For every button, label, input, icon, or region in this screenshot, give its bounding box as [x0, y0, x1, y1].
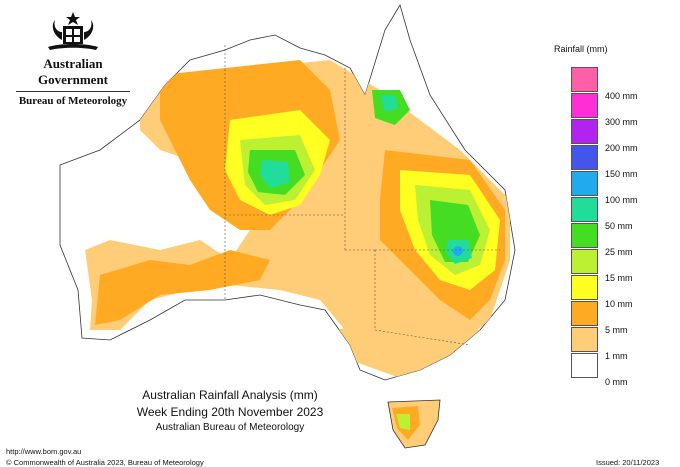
legend-label: 10 mm [605, 299, 633, 309]
legend-title: Rainfall (mm) [554, 44, 608, 54]
map-source: Australian Bureau of Meteorology [155, 422, 305, 433]
legend-label: 300 mm [605, 117, 638, 127]
header: Australian Government Bureau of Meteorol… [8, 10, 138, 107]
map-period: Week Ending 20th November 2023 [136, 405, 324, 419]
legend-label: 50 mm [605, 221, 633, 231]
legend-swatch [571, 249, 598, 274]
header-divider [16, 91, 130, 92]
map-title: Australian Rainfall Analysis (mm) [142, 388, 318, 402]
legend-label: 15 mm [605, 273, 633, 283]
legend-label: 0 mm [605, 377, 628, 387]
legend-swatch [571, 223, 598, 248]
coat-of-arms-icon [48, 12, 98, 50]
rain-zone-50mm-north [260, 160, 290, 188]
agency-name: Bureau of Meteorology [18, 95, 128, 107]
footer-copyright: © Commonwealth of Australia 2023, Bureau… [6, 458, 204, 467]
legend-swatch [571, 327, 598, 352]
legend-label: 400 mm [605, 91, 638, 101]
rainfall-shading [85, 60, 510, 378]
mainland [59, 4, 516, 381]
tasmania [387, 399, 441, 449]
legend-swatch [571, 93, 598, 118]
rain-zone-50mm-cape [380, 95, 398, 112]
legend-swatch [571, 353, 598, 378]
legend-label: 200 mm [605, 143, 638, 153]
legend-swatch [571, 301, 598, 326]
legend-label: 100 mm [605, 195, 638, 205]
legend-swatch [571, 275, 598, 300]
legend-swatch [571, 171, 598, 196]
legend-label: 150 mm [605, 169, 638, 179]
border-nsw-vic [374, 329, 471, 346]
legend-swatch [571, 67, 598, 92]
tasmania-rain-15mm [396, 414, 410, 430]
legend-label: 1 mm [605, 351, 628, 361]
legend-swatch [571, 145, 598, 170]
state-borders [224, 45, 500, 346]
legend-swatch [571, 119, 598, 144]
legend-label: 25 mm [605, 247, 633, 257]
footer-url[interactable]: http://www.bom.gov.au [6, 447, 82, 456]
footer-issued: Issued: 20/11/2023 [596, 458, 660, 467]
legend-label: 5 mm [605, 325, 628, 335]
legend-swatch [571, 197, 598, 222]
rain-zone-100mm-east [453, 246, 463, 256]
government-name: Australian Government [37, 56, 109, 87]
rain-zone-5mm-south [95, 250, 270, 325]
